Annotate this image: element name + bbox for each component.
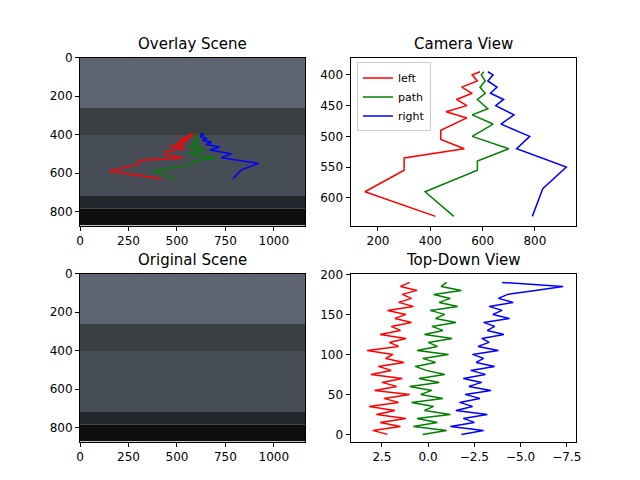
svg-text:2.5: 2.5 xyxy=(372,450,391,464)
svg-text:600: 600 xyxy=(50,166,73,180)
svg-text:−5.0: −5.0 xyxy=(506,450,535,464)
svg-text:750: 750 xyxy=(214,450,237,464)
svg-text:0: 0 xyxy=(76,234,84,248)
svg-text:Top-Down View: Top-Down View xyxy=(406,251,521,269)
svg-text:path: path xyxy=(398,91,423,104)
svg-text:250: 250 xyxy=(117,234,140,248)
svg-text:200: 200 xyxy=(50,305,73,319)
svg-text:100: 100 xyxy=(320,348,343,362)
svg-text:450: 450 xyxy=(320,99,343,113)
svg-text:0: 0 xyxy=(65,267,73,281)
svg-text:Camera View: Camera View xyxy=(414,35,513,53)
svg-text:−7.5: −7.5 xyxy=(552,450,581,464)
svg-text:800: 800 xyxy=(50,205,73,219)
svg-text:500: 500 xyxy=(320,130,343,144)
svg-text:left: left xyxy=(398,72,417,85)
svg-text:800: 800 xyxy=(50,421,73,435)
svg-text:600: 600 xyxy=(471,234,494,248)
svg-text:750: 750 xyxy=(214,234,237,248)
svg-text:400: 400 xyxy=(320,68,343,82)
svg-text:0: 0 xyxy=(335,428,343,442)
svg-text:400: 400 xyxy=(50,344,73,358)
svg-text:250: 250 xyxy=(117,450,140,464)
svg-text:Overlay Scene: Overlay Scene xyxy=(138,35,247,53)
svg-text:600: 600 xyxy=(50,382,73,396)
svg-text:Original Scene: Original Scene xyxy=(138,251,247,269)
svg-text:50: 50 xyxy=(328,388,343,402)
svg-text:200: 200 xyxy=(320,268,343,282)
svg-text:0.0: 0.0 xyxy=(419,450,438,464)
svg-text:600: 600 xyxy=(320,191,343,205)
svg-text:400: 400 xyxy=(50,128,73,142)
svg-text:200: 200 xyxy=(367,234,390,248)
svg-text:−2.5: −2.5 xyxy=(460,450,489,464)
svg-text:800: 800 xyxy=(523,234,546,248)
svg-text:200: 200 xyxy=(50,89,73,103)
svg-text:0: 0 xyxy=(76,450,84,464)
svg-text:500: 500 xyxy=(165,234,188,248)
svg-text:400: 400 xyxy=(419,234,442,248)
svg-text:right: right xyxy=(398,110,425,123)
svg-text:550: 550 xyxy=(320,160,343,174)
svg-text:1000: 1000 xyxy=(259,450,290,464)
svg-text:500: 500 xyxy=(165,450,188,464)
svg-text:150: 150 xyxy=(320,308,343,322)
svg-text:0: 0 xyxy=(65,51,73,65)
svg-text:1000: 1000 xyxy=(259,234,290,248)
